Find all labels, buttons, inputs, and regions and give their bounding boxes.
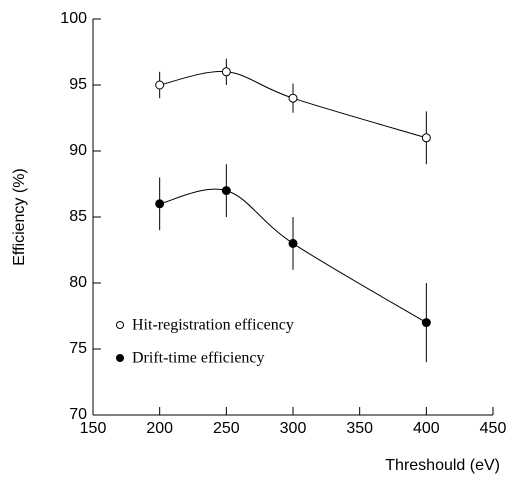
legend-marker: [116, 354, 124, 362]
y-tick-label: 70: [69, 406, 87, 423]
x-tick-label: 450: [480, 420, 507, 437]
y-tick-label: 100: [60, 10, 87, 27]
y-tick-label: 90: [69, 142, 87, 159]
data-point: [421, 133, 431, 143]
x-tick-label: 400: [413, 420, 440, 437]
x-tick-label: 300: [280, 420, 307, 437]
x-tick-label: 250: [213, 420, 240, 437]
x-tick-label: 200: [146, 420, 173, 437]
y-tick-label: 80: [69, 274, 87, 291]
legend-label: Hit-registration efficency: [132, 317, 294, 334]
y-tick-label: 95: [69, 76, 87, 93]
data-point: [221, 67, 231, 77]
y-tick-label: 75: [69, 340, 87, 357]
x-tick-label: 150: [80, 420, 107, 437]
legend-marker: [116, 321, 124, 329]
data-point: [155, 199, 165, 209]
data-point: [288, 93, 298, 103]
data-point: [421, 318, 431, 328]
series-line: [159, 188, 427, 324]
x-tick-label: 350: [346, 420, 373, 437]
y-axis-label: Efficiency (%): [11, 168, 28, 266]
data-point: [155, 80, 165, 90]
data-point: [221, 186, 231, 196]
y-tick-label: 85: [69, 208, 87, 225]
data-point: [288, 238, 298, 248]
legend-label: Drift-time efficiency: [132, 350, 265, 367]
series-line: [159, 71, 427, 139]
x-axis-label: Threshould (eV): [385, 457, 500, 474]
